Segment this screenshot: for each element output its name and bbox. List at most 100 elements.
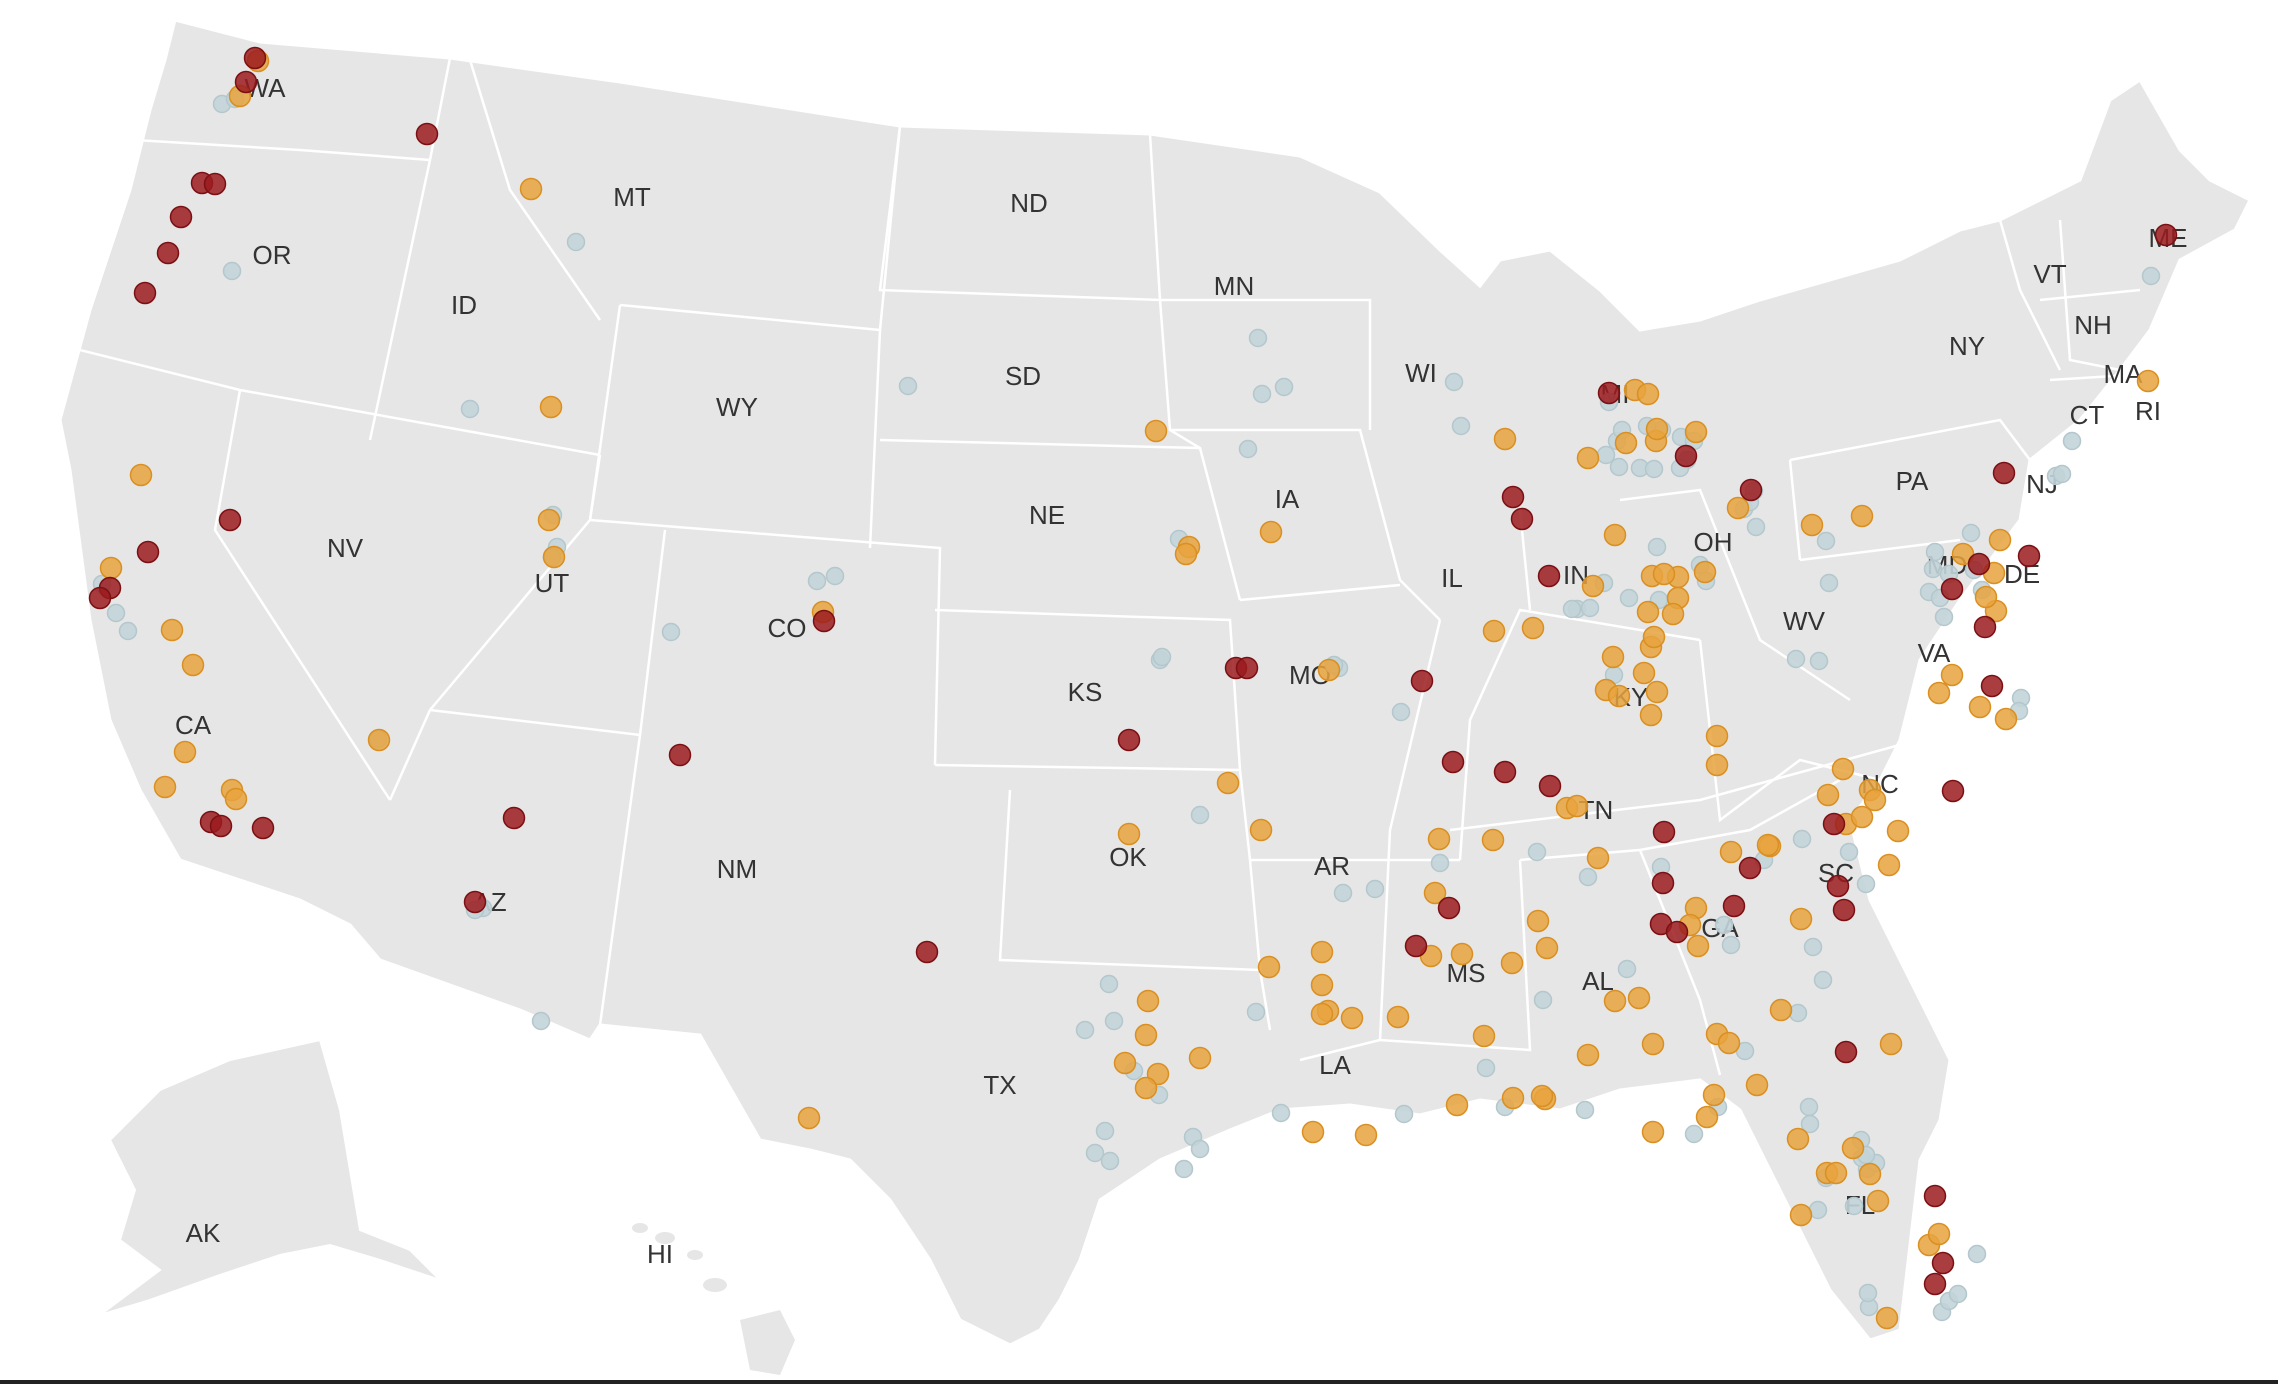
map-dot-blue[interactable] (2052, 464, 2072, 484)
map-dot-blue[interactable] (531, 1011, 551, 1031)
map-dot-orange[interactable] (1603, 523, 1627, 547)
map-dot-orange[interactable] (519, 177, 543, 201)
map-dot-orange[interactable] (1576, 1043, 1600, 1067)
map-dot-orange[interactable] (1800, 513, 1824, 537)
map-dot-blue[interactable] (1609, 457, 1629, 477)
map-dot-blue[interactable] (1085, 1143, 1105, 1163)
map-dot-blue[interactable] (1934, 607, 1954, 627)
map-dot-blue[interactable] (1190, 1139, 1210, 1159)
map-dot-blue[interactable] (1533, 990, 1553, 1010)
map-dot-blue[interactable] (825, 566, 845, 586)
map-dot-orange[interactable] (1877, 853, 1901, 877)
map-dot-orange[interactable] (1310, 940, 1334, 964)
map-dot-blue[interactable] (1238, 439, 1258, 459)
map-dot-orange[interactable] (1257, 955, 1281, 979)
map-dot-blue[interactable] (1095, 1121, 1115, 1141)
map-dot-orange[interactable] (1789, 1203, 1813, 1227)
map-dot-red[interactable] (2154, 223, 2178, 247)
map-dot-orange[interactable] (1632, 661, 1656, 685)
map-dot-red[interactable] (1510, 507, 1534, 531)
map-dot-blue[interactable] (1721, 935, 1741, 955)
map-dot-orange[interactable] (129, 463, 153, 487)
map-dot-blue[interactable] (1451, 416, 1471, 436)
map-dot-orange[interactable] (1188, 1046, 1212, 1070)
map-dot-red[interactable] (1651, 871, 1675, 895)
map-dot-orange[interactable] (1354, 1123, 1378, 1147)
map-dot-orange[interactable] (1614, 431, 1638, 455)
map-dot-red[interactable] (1923, 1272, 1947, 1296)
map-dot-blue[interactable] (807, 571, 827, 591)
map-dot-orange[interactable] (1886, 819, 1910, 843)
map-dot-blue[interactable] (106, 603, 126, 623)
map-dot-orange[interactable] (1702, 1083, 1726, 1107)
map-dot-orange[interactable] (1863, 788, 1887, 812)
map-dot-orange[interactable] (99, 556, 123, 580)
map-dot-blue[interactable] (1174, 1159, 1194, 1179)
map-dot-blue[interactable] (566, 232, 586, 252)
map-dot-orange[interactable] (1427, 827, 1451, 851)
map-dot-blue[interactable] (1619, 588, 1639, 608)
map-dot-orange[interactable] (1565, 794, 1589, 818)
map-dot-red[interactable] (1652, 820, 1676, 844)
map-dot-blue[interactable] (2141, 266, 2161, 286)
map-dot-orange[interactable] (1535, 936, 1559, 960)
map-dot-orange[interactable] (797, 1106, 821, 1130)
map-dot-blue[interactable] (2062, 431, 2082, 451)
map-dot-blue[interactable] (1800, 1114, 1820, 1134)
map-dot-orange[interactable] (1879, 1032, 1903, 1056)
map-dot-blue[interactable] (1819, 573, 1839, 593)
map-dot-orange[interactable] (1968, 695, 1992, 719)
map-dot-orange[interactable] (1481, 828, 1505, 852)
map-dot-orange[interactable] (1174, 542, 1198, 566)
map-dot-orange[interactable] (224, 787, 248, 811)
map-dot-blue[interactable] (1858, 1283, 1878, 1303)
map-dot-orange[interactable] (1816, 783, 1840, 807)
map-dot-red[interactable] (169, 205, 193, 229)
map-dot-orange[interactable] (1645, 680, 1669, 704)
map-dot-orange[interactable] (153, 775, 177, 799)
map-dot-blue[interactable] (1844, 1196, 1864, 1216)
map-dot-red[interactable] (1980, 674, 2004, 698)
map-dot-red[interactable] (1967, 552, 1991, 576)
map-dot-red[interactable] (234, 70, 258, 94)
map-dot-blue[interactable] (1444, 372, 1464, 392)
map-dot-orange[interactable] (1994, 707, 2018, 731)
map-dot-red[interactable] (218, 508, 242, 532)
map-dot-orange[interactable] (1786, 1127, 1810, 1151)
map-dot-blue[interactable] (1152, 647, 1172, 667)
map-dot-red[interactable] (1832, 898, 1856, 922)
map-dot-blue[interactable] (1809, 651, 1829, 671)
map-dot-orange[interactable] (173, 740, 197, 764)
map-dot-orange[interactable] (1974, 585, 1998, 609)
map-dot-blue[interactable] (661, 622, 681, 642)
map-dot-blue[interactable] (118, 621, 138, 641)
map-dot-orange[interactable] (1642, 625, 1666, 649)
map-dot-blue[interactable] (1948, 1284, 1968, 1304)
map-dot-blue[interactable] (1644, 459, 1664, 479)
map-dot-blue[interactable] (1803, 937, 1823, 957)
map-dot-red[interactable] (2017, 544, 2041, 568)
map-dot-blue[interactable] (1365, 879, 1385, 899)
map-dot-red[interactable] (915, 940, 939, 964)
map-dot-blue[interactable] (222, 261, 242, 281)
map-dot-red[interactable] (1940, 577, 1964, 601)
map-dot-red[interactable] (1597, 381, 1621, 405)
map-dot-orange[interactable] (1450, 942, 1474, 966)
map-dot-orange[interactable] (1875, 1306, 1899, 1330)
map-dot-orange[interactable] (367, 728, 391, 752)
map-dot-red[interactable] (1665, 920, 1689, 944)
map-dot-red[interactable] (463, 890, 487, 914)
map-dot-blue[interactable] (1856, 874, 1876, 894)
map-dot-blue[interactable] (1100, 1151, 1120, 1171)
map-dot-orange[interactable] (1824, 1161, 1848, 1185)
map-dot-red[interactable] (668, 743, 692, 767)
map-dot-red[interactable] (1923, 1184, 1947, 1208)
map-dot-orange[interactable] (1310, 1002, 1334, 1026)
map-dot-blue[interactable] (1476, 1058, 1496, 1078)
map-dot-blue[interactable] (1527, 842, 1547, 862)
map-dot-blue[interactable] (898, 376, 918, 396)
map-dot-blue[interactable] (1246, 1002, 1266, 1022)
map-dot-blue[interactable] (1099, 974, 1119, 994)
map-dot-orange[interactable] (1988, 528, 2012, 552)
map-dot-orange[interactable] (1472, 1024, 1496, 1048)
